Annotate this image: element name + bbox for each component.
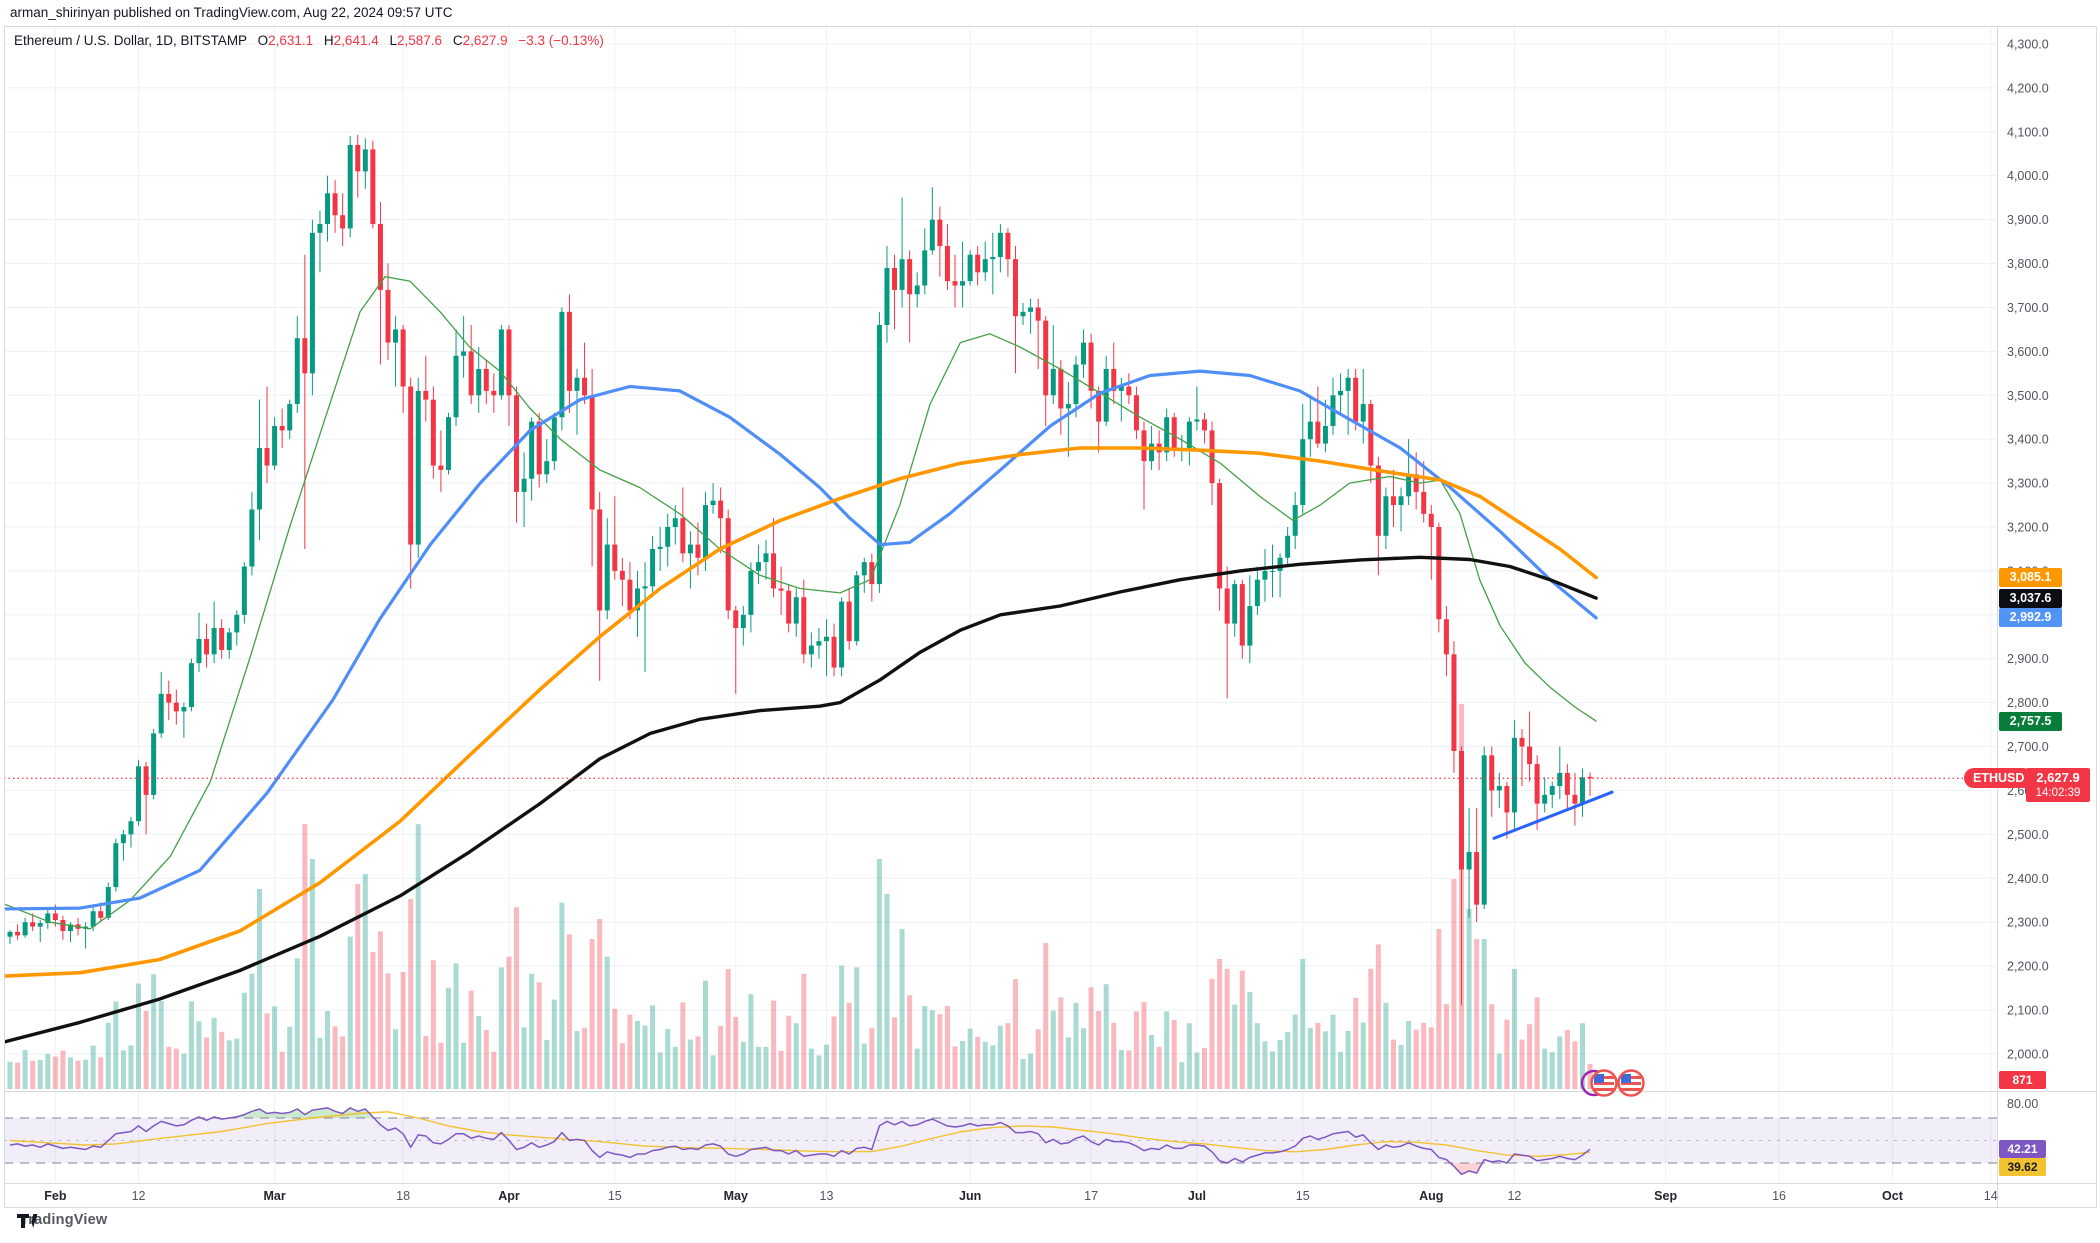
- time-tick: Mar: [263, 1189, 285, 1203]
- price-tick: 3,600.0: [2007, 345, 2049, 359]
- symbol-title[interactable]: Ethereum / U.S. Dollar, 1D, BITSTAMP: [14, 33, 247, 48]
- time-tick: Sep: [1654, 1189, 1677, 1203]
- publish-info: arman_shirinyan published on TradingView…: [10, 5, 453, 20]
- time-tick: Jun: [959, 1189, 981, 1203]
- us-flag-icon: [1590, 1069, 1618, 1097]
- price-tick: 4,200.0: [2007, 81, 2049, 95]
- price-tick: 2,800.0: [2007, 696, 2049, 710]
- time-tick: Feb: [44, 1189, 67, 1203]
- price-tick: 2,900.0: [2007, 652, 2049, 666]
- symbol-header: Ethereum / U.S. Dollar, 1D, BITSTAMP O2,…: [14, 33, 604, 48]
- ohlc-high: H2,641.4: [323, 33, 379, 48]
- gridlines: [4, 27, 1997, 1182]
- volume-value-badge: 871: [1999, 1071, 2046, 1089]
- ma20-price-badge: 2,757.5: [1999, 711, 2062, 731]
- price-tick: 3,500.0: [2007, 389, 2049, 403]
- support-trendline[interactable]: [1492, 790, 1614, 840]
- price-tick: 3,300.0: [2007, 477, 2049, 491]
- rsi-value-badge: 42.21: [1999, 1140, 2046, 1158]
- price-tick: 3,400.0: [2007, 433, 2049, 447]
- price-tick: 3,900.0: [2007, 213, 2049, 227]
- time-axis[interactable]: Feb 12 Mar 18 Apr 15 May 13 Jun 17 Jul 15 Aug 12 Sep 16…: [44, 1189, 1997, 1203]
- candles-layer: [7, 134, 1593, 1006]
- price-tick: 4,300.0: [2007, 38, 2049, 52]
- last-price-value: 2,627.9: [2036, 770, 2080, 786]
- volume-bars: [7, 704, 1593, 1089]
- price-axis[interactable]: 2,000.0 2,100.0 2,200.0 2,300.0 2,400.0 2,500…: [2007, 38, 2049, 1062]
- ma100-price-badge: 3,085.1: [1999, 567, 2062, 587]
- ohlc-close: C2,627.9: [452, 33, 508, 48]
- tradingview-logo[interactable]: TradingView: [16, 1212, 107, 1228]
- price-tick: 2,400.0: [2007, 872, 2049, 886]
- tradingview-wordmark: TradingView: [20, 1212, 108, 1228]
- price-tick: 2,700.0: [2007, 740, 2049, 754]
- price-tick: 2,000.0: [2007, 1047, 2049, 1061]
- price-tick: 2,100.0: [2007, 1004, 2049, 1018]
- price-tick: 2,500.0: [2007, 828, 2049, 842]
- time-tick: 15: [608, 1189, 622, 1203]
- time-tick: 12: [1507, 1189, 1521, 1203]
- rsi-line: [9, 1107, 1591, 1176]
- rsi-pane: [4, 1107, 1997, 1176]
- time-tick: Apr: [498, 1189, 520, 1203]
- bar-countdown: 14:02:39: [2035, 787, 2081, 800]
- symbol-price-tag: ETHUSD: [1964, 768, 2034, 789]
- time-tick: 14: [1984, 1189, 1998, 1203]
- ma50-price-badge: 2,992.9: [1999, 608, 2062, 628]
- last-price-badge: 2,627.9 14:02:39: [2026, 768, 2090, 803]
- time-tick: May: [724, 1189, 748, 1203]
- time-tick: 17: [1084, 1189, 1098, 1203]
- time-tick: 16: [1772, 1189, 1786, 1203]
- rsi-ma-value-badge: 39.62: [1999, 1158, 2046, 1176]
- ohlc-low: L2,587.6: [389, 33, 443, 48]
- tv-logo-icon: [17, 1214, 38, 1228]
- time-tick: 12: [132, 1189, 146, 1203]
- price-tick: 4,100.0: [2007, 125, 2049, 139]
- ma200-price-badge: 3,037.6: [1999, 588, 2062, 608]
- price-tick: 3,800.0: [2007, 257, 2049, 271]
- time-tick: 15: [1296, 1189, 1310, 1203]
- time-tick: Aug: [1419, 1189, 1443, 1203]
- time-tick: 13: [820, 1189, 834, 1203]
- price-tick: 3,200.0: [2007, 521, 2049, 535]
- time-tick: Oct: [1882, 1189, 1904, 1203]
- rsi-top-level-label: 80.00: [2007, 1097, 2039, 1111]
- price-tick: 2,300.0: [2007, 916, 2049, 930]
- time-tick: 18: [396, 1189, 410, 1203]
- change-value: −3.3 (−0.13%): [518, 33, 604, 48]
- price-tick: 2,200.0: [2007, 960, 2049, 974]
- time-tick: Jul: [1188, 1189, 1206, 1203]
- moving-averages: [4, 276, 1598, 1044]
- price-tick: 3,700.0: [2007, 301, 2049, 315]
- chart-frame: [4, 26, 2097, 1208]
- ohlc-open: O2,631.1: [257, 33, 314, 48]
- price-tick: 4,000.0: [2007, 169, 2049, 183]
- us-flag-icon: [1617, 1069, 1645, 1097]
